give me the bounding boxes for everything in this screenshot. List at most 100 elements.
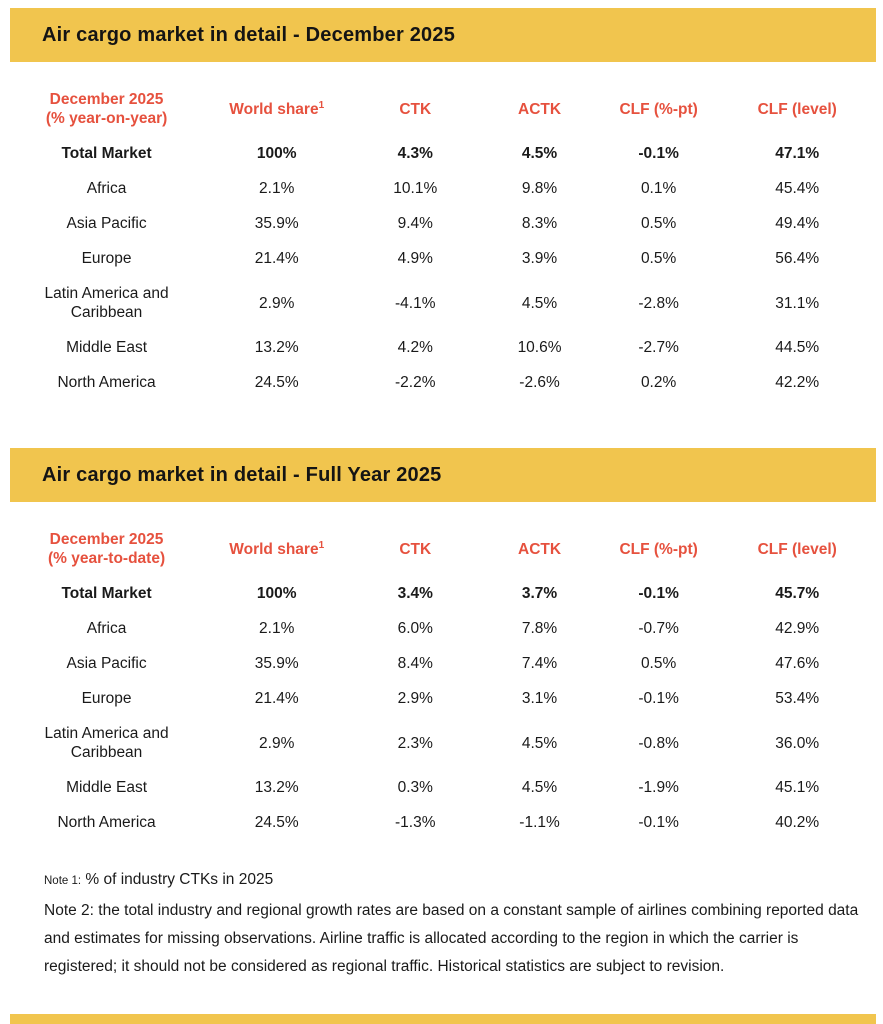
cell-actk: -1.1% (519, 814, 560, 831)
cell-clf-level: 45.4% (775, 180, 820, 197)
footnote-ref-1: 1 (318, 99, 325, 111)
cell-world-share: 2.1% (259, 180, 295, 197)
col-header-world-share-label: World share (229, 100, 319, 118)
cell-world-share: 100% (256, 585, 297, 602)
cell-clf-level: 42.2% (775, 374, 820, 391)
next-section-banner-edge (10, 1014, 876, 1024)
section-title-banner: Air cargo market in detail - Full Year 2… (10, 448, 876, 502)
cell-world-share: 21.4% (254, 690, 299, 707)
cell-clf-level: 44.5% (775, 339, 820, 356)
cell-actk: 3.7% (521, 585, 558, 602)
table-row: Total Market 100% 4.3% 4.5% -0.1% 47.1% (10, 136, 876, 171)
cell-ctk: -2.2% (395, 374, 436, 391)
note-2: Note 2: the total industry and regional … (44, 902, 859, 975)
cell-clf-pt: -0.1% (638, 585, 679, 602)
cell-ctk: 6.0% (397, 620, 433, 637)
cell-world-share: 35.9% (254, 215, 299, 232)
cell-clf-pt: 0.2% (640, 374, 677, 391)
cell-ctk: -4.1% (395, 294, 436, 312)
col-header-clf-level: CLF (level) (757, 540, 837, 558)
cell-clf-pt: -0.1% (638, 145, 679, 162)
cell-world-share: 35.9% (254, 655, 299, 672)
cell-clf-level: 47.6% (775, 655, 820, 672)
cell-region: Latin America and Caribbean (44, 725, 169, 761)
col-header-period: December 2025 (% year-on-year) (10, 90, 203, 136)
cell-clf-level: 31.1% (775, 294, 820, 312)
cell-ctk: 2.3% (397, 734, 433, 752)
cell-actk: 7.4% (521, 655, 558, 672)
cell-actk: 4.5% (521, 734, 558, 752)
cell-clf-pt: -1.9% (638, 779, 679, 796)
cell-region: Africa (86, 180, 127, 197)
table-row: Europe 21.4% 4.9% 3.9% 0.5% 56.4% (10, 241, 876, 276)
cell-ctk: 2.9% (397, 690, 433, 707)
table-row: Latin America and Caribbean 2.9% 2.3% 4.5% -… (10, 716, 876, 770)
cell-clf-pt: -2.7% (638, 339, 679, 356)
section-title: Air cargo market in detail - Full Year 2… (42, 463, 442, 486)
table-header-row: December 2025 (% year-on-year) World sha… (10, 90, 876, 136)
cell-ctk: -1.3% (395, 814, 436, 831)
table-body-full-year: Total Market 100% 3.4% 3.7% -0.1% 45.7% Africa… (10, 576, 876, 840)
col-header-ctk: CTK (399, 540, 432, 558)
cell-actk: 8.3% (521, 215, 558, 232)
cell-ctk: 4.3% (397, 145, 433, 162)
col-header-actk: ACTK (518, 540, 562, 558)
cell-world-share: 24.5% (254, 374, 299, 391)
cell-clf-pt: 0.1% (640, 180, 677, 197)
cell-ctk: 3.4% (397, 585, 433, 602)
cell-region: North America (57, 374, 156, 391)
table-row: North America 24.5% -2.2% -2.6% 0.2% 42.2% (10, 365, 876, 400)
section-full-year-2025: Air cargo market in detail - Full Year 2… (10, 448, 876, 840)
cell-world-share: 13.2% (254, 779, 299, 796)
col-header-period-line2: (% year-to-date) (47, 550, 166, 567)
cell-region: Middle East (66, 779, 148, 796)
cell-world-share: 24.5% (254, 814, 299, 831)
col-header-period-line1: December 2025 (49, 91, 164, 108)
cell-clf-pt: -0.1% (638, 814, 679, 831)
cell-ctk: 0.3% (397, 779, 433, 796)
cell-actk: 3.1% (521, 690, 558, 707)
table-row: Asia Pacific 35.9% 9.4% 8.3% 0.5% 49.4% (10, 206, 876, 241)
cell-clf-pt: -0.8% (638, 734, 679, 752)
cell-clf-level: 45.7% (775, 585, 820, 602)
cell-actk: 9.8% (521, 180, 558, 197)
cell-actk: 10.6% (517, 339, 562, 356)
cell-clf-level: 42.9% (775, 620, 820, 637)
cell-region: Total Market (61, 585, 152, 602)
table-row: Asia Pacific 35.9% 8.4% 7.4% 0.5% 47.6% (10, 646, 876, 681)
cell-region: Asia Pacific (66, 215, 147, 232)
table-row: North America 24.5% -1.3% -1.1% -0.1% 40.2% (10, 805, 876, 840)
section-title: Air cargo market in detail - December 20… (42, 23, 456, 46)
col-header-world-share-label: World share (229, 540, 319, 558)
cell-ctk: 8.4% (397, 655, 433, 672)
table-row: Africa 2.1% 10.1% 9.8% 0.1% 45.4% (10, 171, 876, 206)
cell-region: Asia Pacific (66, 655, 147, 672)
cell-region: Latin America and Caribbean (44, 285, 169, 321)
note-1-label: Note 1: (44, 875, 82, 887)
table-row: Middle East 13.2% 0.3% 4.5% -1.9% 45.1% (10, 770, 876, 805)
col-header-period-line1: December 2025 (49, 531, 164, 548)
cell-ctk: 9.4% (397, 215, 433, 232)
cell-region: Total Market (61, 145, 152, 162)
cell-clf-pt: 0.5% (640, 250, 677, 267)
col-header-period-line2: (% year-on-year) (45, 110, 168, 127)
cell-region: Middle East (66, 339, 148, 356)
col-header-ctk: CTK (399, 100, 432, 118)
col-header-world-share: World share1 (203, 530, 350, 576)
cell-actk: -2.6% (519, 374, 560, 391)
cell-world-share: 21.4% (254, 250, 299, 267)
cell-clf-level: 47.1% (775, 145, 820, 162)
table-header: December 2025 (% year-on-year) World sha… (10, 90, 876, 136)
cell-region: Europe (81, 250, 132, 267)
col-header-clf-pt: CLF (%-pt) (619, 100, 698, 118)
table-row: Middle East 13.2% 4.2% 10.6% -2.7% 44.5% (10, 330, 876, 365)
cell-clf-level: 40.2% (775, 814, 820, 831)
market-table-full-year: December 2025 (% year-to-date) World sha… (10, 530, 876, 840)
cell-world-share: 2.9% (259, 294, 295, 312)
cell-clf-pt: 0.5% (640, 215, 677, 232)
cell-region: Europe (81, 690, 132, 707)
table-row: Total Market 100% 3.4% 3.7% -0.1% 45.7% (10, 576, 876, 611)
cell-region: Africa (86, 620, 127, 637)
cell-ctk: 4.9% (397, 250, 433, 267)
table-header-row: December 2025 (% year-to-date) World sha… (10, 530, 876, 576)
